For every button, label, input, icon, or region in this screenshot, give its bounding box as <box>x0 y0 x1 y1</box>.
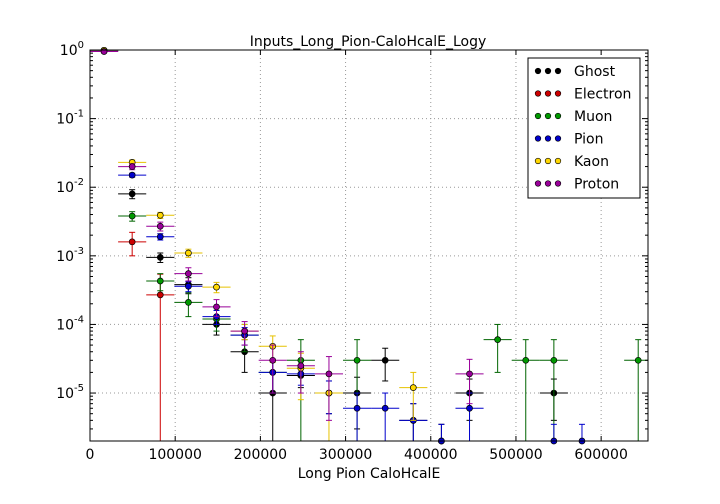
legend-box <box>527 57 641 199</box>
legend-marker <box>554 112 562 120</box>
legend-marker <box>544 135 552 142</box>
y-tick-label: 10-5 <box>56 383 84 402</box>
x-tick-label: 400000 <box>404 447 457 463</box>
data-point <box>185 298 192 306</box>
y-tick-label: 10-2 <box>56 177 84 196</box>
legend-marker <box>534 157 542 165</box>
legend-label: Muon <box>574 109 612 125</box>
legend-marker <box>534 90 542 97</box>
data-point <box>409 384 417 391</box>
legend-marker <box>554 90 562 97</box>
y-tick-label: 10-4 <box>56 314 84 333</box>
legend-marker <box>554 157 562 165</box>
data-point <box>128 171 136 179</box>
legend-marker <box>554 67 562 75</box>
data-point <box>156 233 164 241</box>
series-proton <box>90 48 484 421</box>
data-point <box>381 356 389 364</box>
data-point <box>156 222 164 230</box>
legend-label: Proton <box>574 177 619 193</box>
data-point <box>381 404 389 412</box>
legend-marker <box>554 180 562 187</box>
legend-label: Pion <box>574 132 603 148</box>
data-point <box>213 303 220 311</box>
data-point <box>353 404 361 412</box>
legend-entry-ghost: Ghost <box>534 64 616 80</box>
data-point <box>128 190 136 198</box>
data-point <box>325 370 333 378</box>
data-point <box>100 48 108 55</box>
data-point <box>156 254 164 261</box>
data-point <box>128 238 136 246</box>
data-point <box>185 270 192 277</box>
y-tick-label: 10-3 <box>56 246 84 265</box>
data-point <box>550 356 558 364</box>
x-tick-label: 600000 <box>574 447 627 463</box>
legend-entry-kaon: Kaon <box>534 154 609 170</box>
data-point <box>185 282 192 290</box>
legend-entry-proton: Proton <box>534 177 619 193</box>
legend-marker <box>544 112 552 120</box>
legend: Ghost Electron Muon Pion Kaon Proton <box>527 57 641 199</box>
y-tick-label: 100 <box>60 40 84 59</box>
x-axis-label: Long Pion CaloHcalE <box>298 466 441 482</box>
data-point <box>156 291 164 299</box>
legend-marker <box>534 67 542 75</box>
data-point <box>353 356 361 364</box>
data-point <box>297 362 305 370</box>
data-layer <box>90 46 648 445</box>
tick-layer: 0 100000 200000 300000 400000 500000 600000 10-… <box>56 40 648 463</box>
plot-frame <box>89 49 649 442</box>
data-point <box>185 249 192 257</box>
chart-title: Inputs_Long_Pion-CaloHcalE_Logy <box>250 34 487 50</box>
data-point <box>466 370 473 378</box>
data-point <box>213 283 220 291</box>
x-tick-label: 0 <box>86 447 95 463</box>
data-point <box>634 356 642 364</box>
legend-marker <box>554 135 562 142</box>
y-tick-label: 10-1 <box>56 109 84 128</box>
legend-marker <box>534 135 542 142</box>
data-point <box>241 327 248 335</box>
data-point <box>128 163 136 170</box>
legend-label: Kaon <box>574 154 609 170</box>
legend-marker <box>544 180 552 187</box>
legend-entry-pion: Pion <box>534 132 603 148</box>
data-point <box>522 356 530 364</box>
legend-entry-electron: Electron <box>534 87 631 103</box>
data-point <box>269 356 277 364</box>
legend-marker <box>534 112 542 120</box>
data-point <box>156 211 164 219</box>
data-point <box>156 277 164 285</box>
legend-marker <box>534 180 542 187</box>
legend-marker <box>544 67 552 75</box>
legend-marker <box>544 90 552 97</box>
data-point <box>128 212 136 220</box>
x-tick-label: 100000 <box>148 447 201 463</box>
x-tick-label: 500000 <box>489 447 542 463</box>
data-point <box>494 336 501 344</box>
legend-label: Electron <box>574 87 631 103</box>
legend-marker <box>544 157 552 165</box>
data-point <box>466 404 473 412</box>
x-tick-label: 200000 <box>234 447 287 463</box>
legend-entry-muon: Muon <box>534 109 612 125</box>
x-tick-label: 300000 <box>319 447 372 463</box>
legend-label: Ghost <box>574 64 616 80</box>
